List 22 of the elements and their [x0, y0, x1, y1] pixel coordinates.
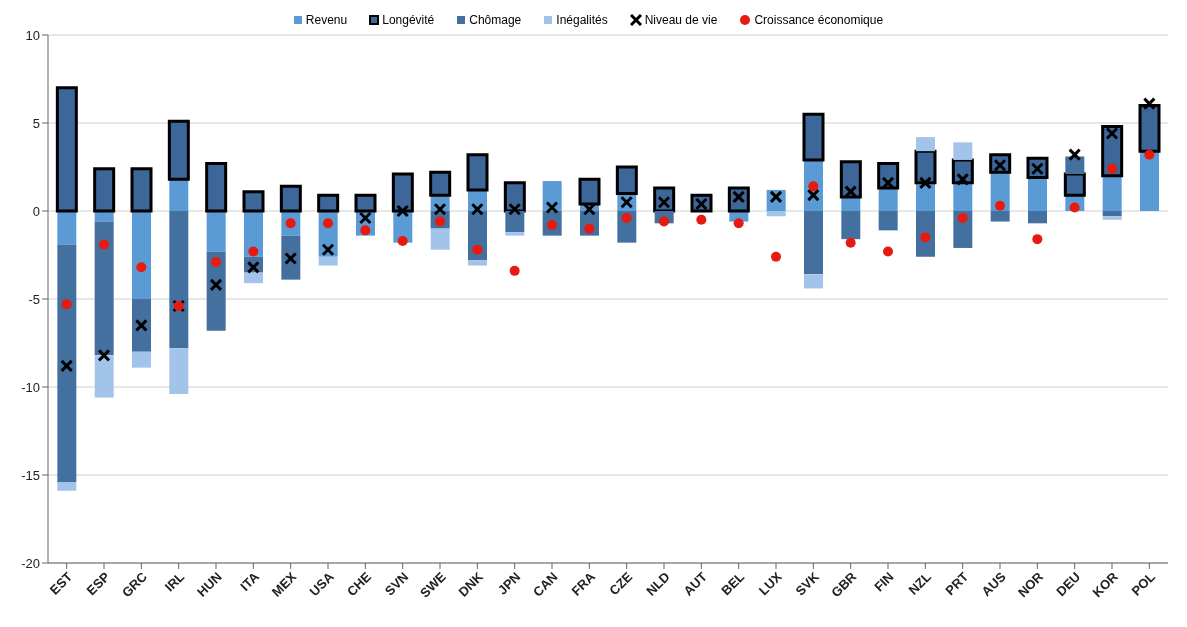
y-tick-label: 5: [32, 115, 40, 131]
y-tick-label: -5: [28, 291, 40, 307]
y-tick-label: 0: [32, 203, 40, 219]
x-tick-label: ITA: [237, 568, 263, 594]
x-tick-label: USA: [306, 568, 338, 600]
legend-label: Longévité: [382, 13, 435, 27]
legend-label: Niveau de vie: [644, 13, 718, 27]
y-tick-label: -10: [21, 379, 40, 395]
y-tick-label: -20: [21, 555, 40, 571]
x-tick-label: POL: [1128, 569, 1159, 599]
legend-label: Chômage: [469, 13, 522, 27]
x-tick-label: IRL: [161, 569, 188, 595]
y-tick-label: 10: [25, 27, 40, 43]
x-tick-label: FRA: [568, 568, 599, 599]
legend-label: Revenu: [305, 13, 348, 27]
legend-label: Croissance économique: [754, 13, 884, 27]
legend-label: Inégalités: [556, 13, 608, 27]
x-tick-label: CZE: [606, 568, 636, 599]
x-tick-label: FIN: [871, 569, 897, 595]
y-tick-label: -15: [21, 467, 40, 483]
x-tick-label: NZL: [905, 569, 935, 598]
x-tick-label: BEL: [718, 569, 748, 599]
